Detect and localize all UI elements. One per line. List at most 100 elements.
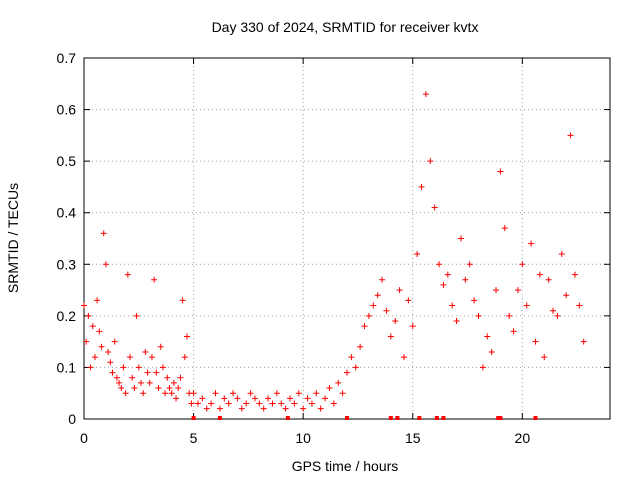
zero-marker	[417, 416, 422, 420]
data-point	[179, 297, 186, 304]
data-point	[256, 400, 263, 407]
data-point	[493, 287, 500, 294]
grid-lines	[84, 58, 610, 419]
data-point	[453, 318, 460, 325]
data-point	[374, 292, 381, 299]
data-point	[370, 302, 377, 309]
data-point	[383, 307, 390, 314]
data-point	[260, 405, 267, 412]
data-point	[348, 354, 355, 361]
y-tick-label: 0.6	[57, 102, 77, 118]
y-axis: 0 0.1 0.2 0.3 0.4 0.5 0.6 0.7	[57, 50, 610, 427]
zero-marker	[496, 416, 501, 420]
data-point	[545, 276, 552, 283]
data-point	[162, 390, 169, 397]
data-point	[405, 297, 412, 304]
y-tick-label: 0	[68, 411, 76, 427]
zero-marker	[285, 416, 290, 420]
data-point	[322, 395, 329, 402]
y-tick-label: 0.4	[57, 205, 77, 221]
data-point	[449, 302, 456, 309]
data-point	[251, 395, 258, 402]
data-point	[216, 405, 223, 412]
data-point	[265, 395, 272, 402]
data-point	[190, 390, 197, 397]
data-point	[304, 395, 311, 402]
data-point	[287, 395, 294, 402]
data-point	[166, 385, 173, 392]
data-point	[135, 364, 142, 371]
data-point	[129, 374, 136, 381]
data-point	[418, 183, 425, 190]
data-point	[339, 390, 346, 397]
data-point	[96, 328, 103, 335]
x-axis-label: GPS time / hours	[292, 458, 399, 474]
data-point	[475, 312, 482, 319]
data-point	[580, 338, 587, 345]
data-point	[98, 343, 105, 350]
data-point	[506, 312, 513, 319]
data-point	[484, 333, 491, 340]
zero-marker	[395, 416, 400, 420]
x-tick-label: 20	[515, 430, 531, 446]
data-point	[83, 338, 90, 345]
data-point	[238, 405, 245, 412]
data-point	[120, 364, 127, 371]
data-point	[554, 312, 561, 319]
chart-title: Day 330 of 2024, SRMTID for receiver kvt…	[212, 19, 479, 35]
data-point	[133, 312, 140, 319]
data-point	[122, 390, 129, 397]
data-point	[116, 379, 123, 386]
data-point	[317, 405, 324, 412]
data-point	[510, 328, 517, 335]
data-point	[199, 395, 206, 402]
data-point	[142, 348, 149, 355]
data-point	[118, 385, 125, 392]
data-point	[414, 250, 421, 257]
y-tick-label: 0.5	[57, 153, 77, 169]
data-point	[181, 354, 188, 361]
x-tick-label: 0	[80, 430, 88, 446]
y-tick-label: 0.2	[57, 308, 77, 324]
zero-marker	[345, 416, 349, 420]
data-point	[466, 261, 473, 268]
data-point	[422, 91, 429, 98]
data-point	[488, 348, 495, 355]
zero-marker	[441, 416, 446, 420]
data-point	[113, 374, 120, 381]
data-point	[100, 230, 107, 237]
data-point	[269, 400, 276, 407]
data-point	[436, 261, 443, 268]
data-point	[177, 374, 184, 381]
data-point	[523, 302, 530, 309]
data-point	[87, 364, 94, 371]
data-point	[212, 390, 219, 397]
data-point	[131, 385, 138, 392]
data-point	[91, 354, 98, 361]
data-point	[519, 261, 526, 268]
data-point	[313, 390, 320, 397]
data-point	[326, 385, 333, 392]
data-point	[514, 287, 521, 294]
zero-marker	[533, 416, 538, 420]
data-point	[335, 379, 342, 386]
data-point	[528, 240, 535, 247]
data-point	[409, 323, 416, 330]
data-point	[444, 271, 451, 278]
data-point	[387, 333, 394, 340]
data-point	[111, 338, 118, 345]
data-point	[379, 276, 386, 283]
data-point	[558, 250, 565, 257]
data-point	[109, 369, 116, 376]
x-tick-label: 5	[190, 430, 198, 446]
data-point	[159, 364, 166, 371]
data-point	[188, 400, 195, 407]
data-point	[168, 390, 175, 397]
data-point	[462, 276, 469, 283]
data-point	[144, 369, 151, 376]
data-point	[170, 379, 177, 386]
data-point	[567, 132, 574, 139]
data-point	[278, 400, 285, 407]
data-point	[221, 395, 228, 402]
zero-marker	[191, 416, 196, 420]
